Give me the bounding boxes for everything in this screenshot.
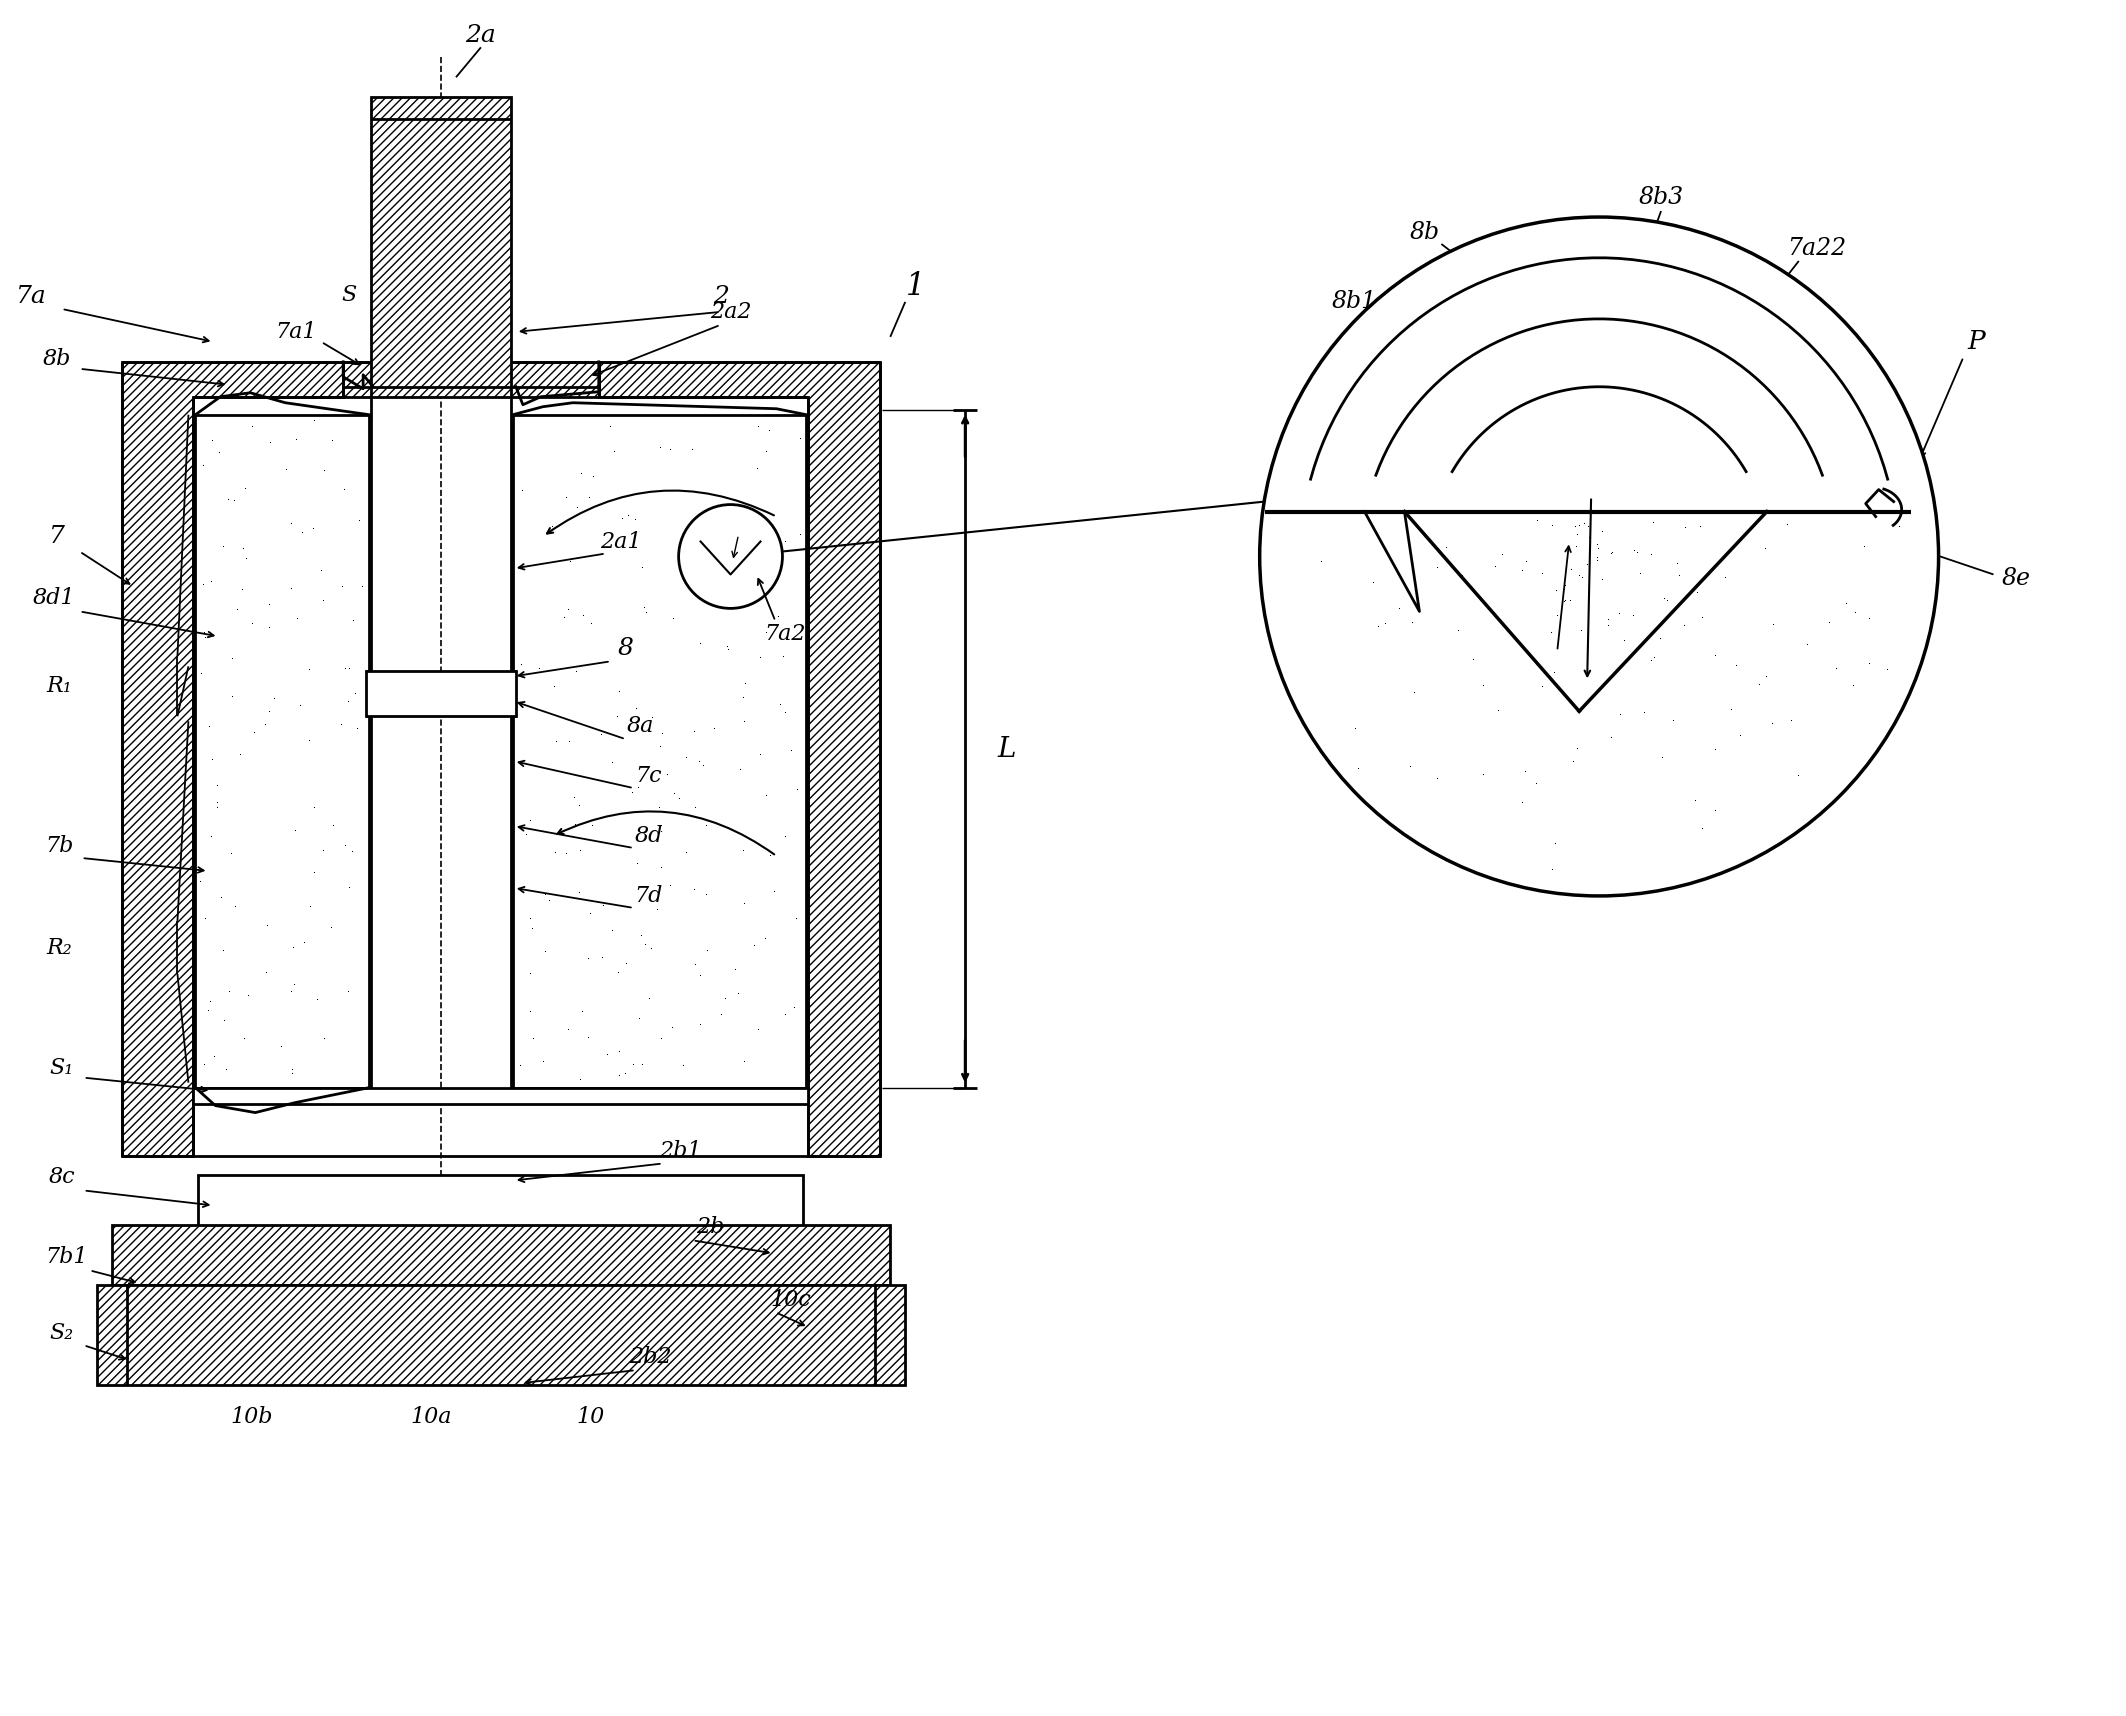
Circle shape: [1261, 216, 1939, 896]
Text: 7a2: 7a2: [1522, 652, 1567, 676]
Polygon shape: [342, 362, 600, 396]
Text: S₁: S₁: [49, 1057, 74, 1079]
Polygon shape: [600, 362, 880, 1155]
Text: 8: 8: [619, 637, 634, 661]
Text: 7: 7: [49, 525, 64, 547]
Text: 8b2: 8b2: [1322, 371, 1367, 393]
Text: 8a: 8a: [627, 716, 655, 738]
Text: 8b3: 8b3: [1639, 185, 1684, 209]
Bar: [193, 1088, 808, 1103]
Text: 8c: 8c: [49, 1167, 74, 1189]
Text: 7b1: 7b1: [45, 1246, 87, 1268]
Text: 2a: 2a: [466, 24, 495, 46]
Text: 8d1: 8d1: [32, 587, 74, 609]
Text: 7a2: 7a2: [765, 623, 806, 645]
Polygon shape: [121, 362, 342, 1155]
Text: R₂: R₂: [47, 937, 72, 959]
Text: 2b: 2b: [697, 1217, 725, 1239]
Text: 10a: 10a: [410, 1405, 451, 1428]
Text: 7a22: 7a22: [1788, 237, 1845, 261]
Text: 10: 10: [576, 1405, 606, 1428]
Text: 2a1: 2a1: [600, 530, 642, 553]
Circle shape: [678, 505, 782, 609]
Text: 8b1: 8b1: [1333, 290, 1378, 314]
Text: 8b: 8b: [1410, 221, 1439, 244]
Text: 2b2: 2b2: [629, 1345, 672, 1368]
Text: 7c: 7c: [636, 765, 661, 788]
Text: 1: 1: [906, 271, 925, 302]
Text: 8b: 8b: [43, 348, 70, 371]
Bar: [111, 1225, 891, 1285]
Text: 10b: 10b: [230, 1405, 272, 1428]
Bar: [366, 671, 517, 716]
Text: S₂: S₂: [49, 1323, 74, 1344]
Text: 7a21: 7a21: [1295, 463, 1354, 486]
Text: P: P: [1969, 329, 1986, 353]
Text: 2a2: 2a2: [710, 300, 750, 323]
Text: 2b1: 2b1: [659, 1139, 702, 1162]
Text: 8e: 8e: [2003, 566, 2030, 590]
Bar: [196, 415, 370, 1088]
Bar: [96, 1285, 906, 1385]
Text: 7b: 7b: [45, 836, 74, 856]
Text: 8d: 8d: [634, 825, 663, 848]
Text: 2: 2: [712, 285, 729, 309]
Text: S: S: [342, 283, 357, 305]
Text: 7a: 7a: [17, 285, 47, 309]
Text: R₁: R₁: [47, 676, 72, 697]
Text: 7d: 7d: [634, 885, 663, 908]
Bar: [372, 98, 510, 386]
Text: L: L: [997, 736, 1016, 762]
Bar: [512, 415, 806, 1088]
Text: 7a1: 7a1: [276, 321, 317, 343]
Text: 10c: 10c: [770, 1289, 810, 1311]
Bar: [198, 1175, 804, 1227]
